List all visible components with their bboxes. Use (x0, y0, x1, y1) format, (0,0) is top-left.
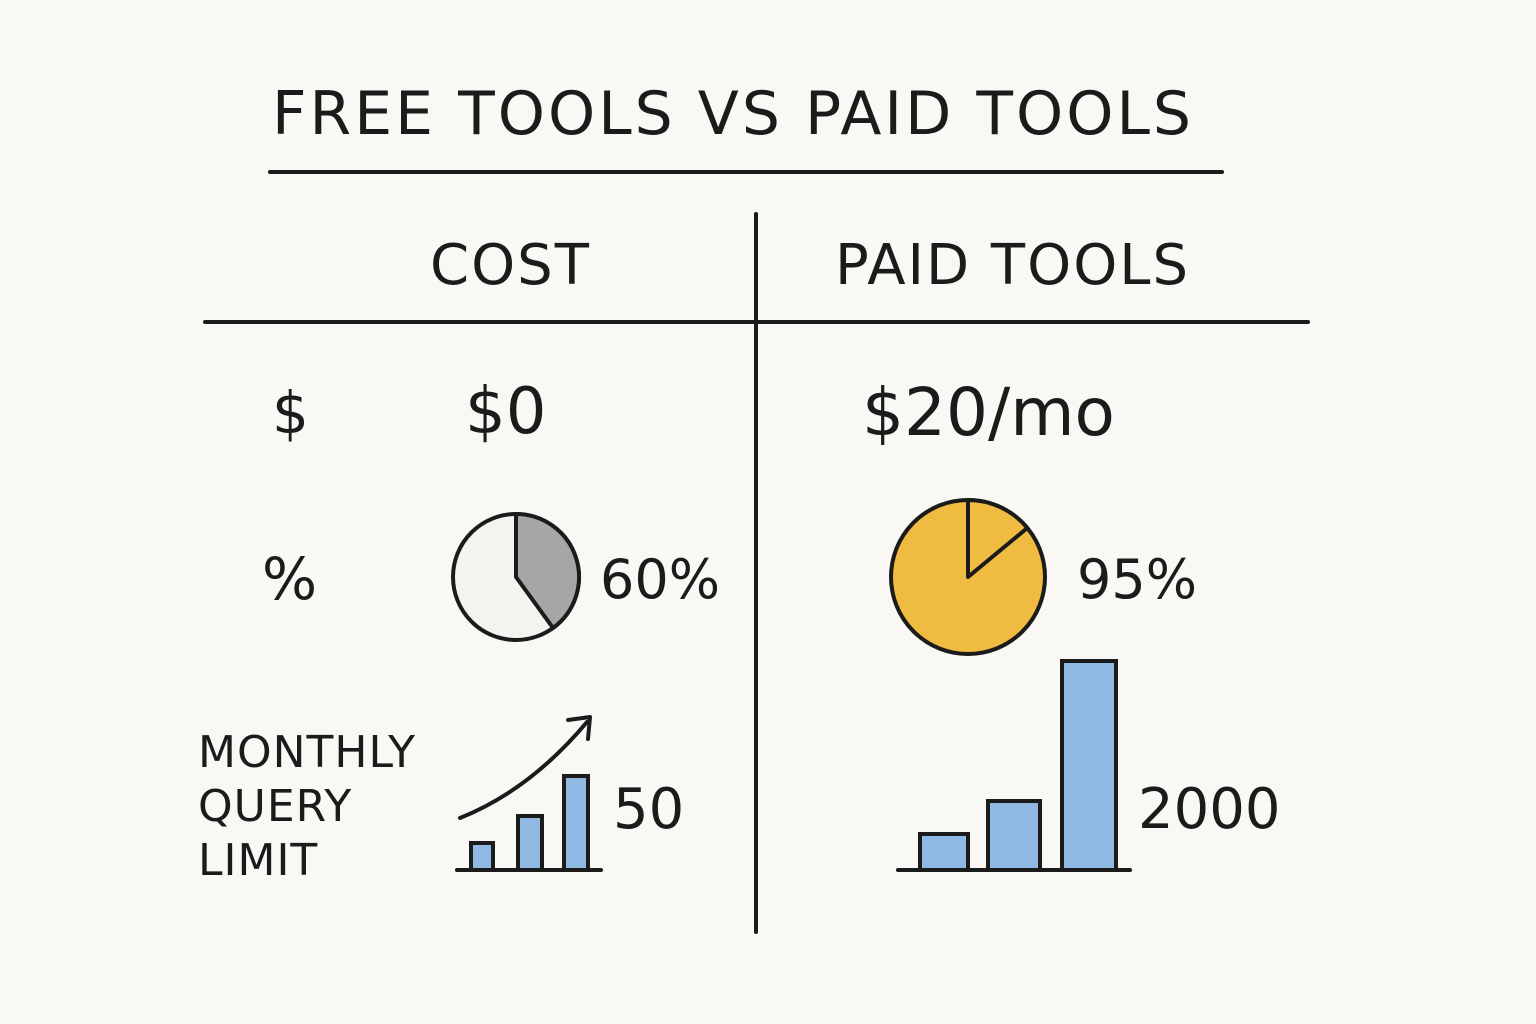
free-query-limit-value: 50 (613, 777, 685, 842)
free-accuracy-value: 60% (600, 548, 721, 611)
free-bar-2 (516, 814, 544, 872)
paid-accuracy-value: 95% (1077, 548, 1198, 611)
free-bars-icon (455, 774, 603, 872)
cost-column-header: COST (430, 233, 591, 298)
page-title: FREE TOOLS VS PAID TOOLS (272, 79, 1194, 149)
free-cost-value: $0 (465, 375, 547, 449)
paid-bar-1 (918, 832, 970, 872)
paid-bar-3 (1060, 659, 1118, 872)
paid-bars-icon (896, 659, 1132, 872)
accuracy-row-symbol: % (262, 545, 318, 613)
free-bar-3 (562, 774, 590, 872)
query-limit-row-label: MONTHLY QUERY LIMIT (198, 726, 458, 888)
free-pie-slice (514, 512, 581, 630)
paid-pie-notch (966, 498, 1030, 579)
trend-arrow-icon (458, 715, 592, 820)
free-accuracy-pie (451, 512, 581, 642)
paid-accuracy-pie (889, 498, 1047, 656)
paid-tools-column-header: PAID TOOLS (835, 233, 1191, 298)
paid-cost-value: $20/mo (862, 374, 1115, 451)
free-bar-1 (469, 841, 495, 872)
paid-query-limit-value: 2000 (1138, 777, 1281, 842)
query-limit-label-line-1: MONTHLY (198, 727, 417, 778)
query-limit-label-line-2: QUERY (198, 781, 353, 832)
cost-row-symbol: $ (272, 379, 309, 447)
query-limit-label-line-3: LIMIT (198, 835, 319, 886)
paid-bar-2 (986, 799, 1042, 872)
